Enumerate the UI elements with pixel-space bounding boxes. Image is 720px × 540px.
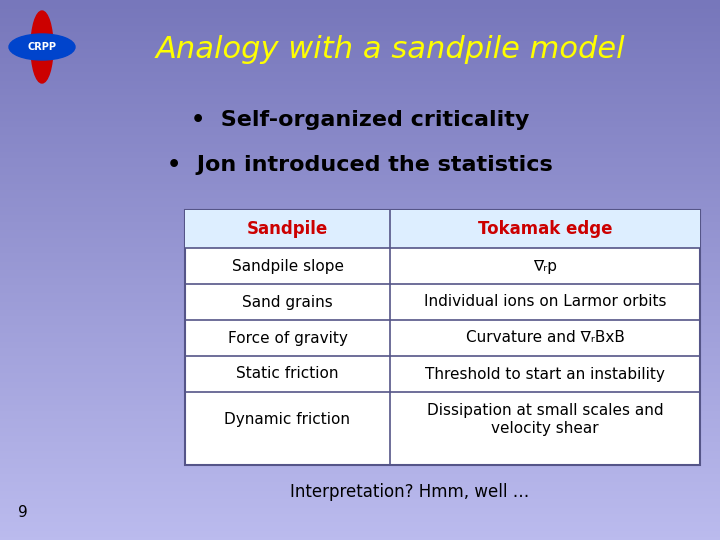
Text: Sandpile slope: Sandpile slope <box>232 259 343 273</box>
Text: 9: 9 <box>18 505 28 520</box>
Text: Curvature and ∇ᵣBxB: Curvature and ∇ᵣBxB <box>466 330 624 346</box>
Text: •  Self-organized criticality: • Self-organized criticality <box>191 110 529 130</box>
Text: Individual ions on Larmor orbits: Individual ions on Larmor orbits <box>424 294 666 309</box>
Text: Force of gravity: Force of gravity <box>228 330 348 346</box>
FancyBboxPatch shape <box>185 210 700 465</box>
Text: Dissipation at small scales and
velocity shear: Dissipation at small scales and velocity… <box>427 403 663 436</box>
Text: Tokamak edge: Tokamak edge <box>478 220 612 238</box>
Text: Static friction: Static friction <box>236 367 338 381</box>
Text: Threshold to start an instability: Threshold to start an instability <box>425 367 665 381</box>
Text: Sandpile: Sandpile <box>247 220 328 238</box>
Text: Analogy with a sandpile model: Analogy with a sandpile model <box>156 36 625 64</box>
Ellipse shape <box>9 34 75 60</box>
Text: CRPP: CRPP <box>27 42 56 52</box>
FancyBboxPatch shape <box>185 210 700 248</box>
Text: •  Jon introduced the statistics: • Jon introduced the statistics <box>167 155 553 175</box>
Text: Interpretation? Hmm, well …: Interpretation? Hmm, well … <box>290 483 530 501</box>
Ellipse shape <box>31 11 53 83</box>
Text: ∇ᵣp: ∇ᵣp <box>533 259 557 273</box>
Text: Sand grains: Sand grains <box>242 294 333 309</box>
Text: Dynamic friction: Dynamic friction <box>225 412 351 427</box>
